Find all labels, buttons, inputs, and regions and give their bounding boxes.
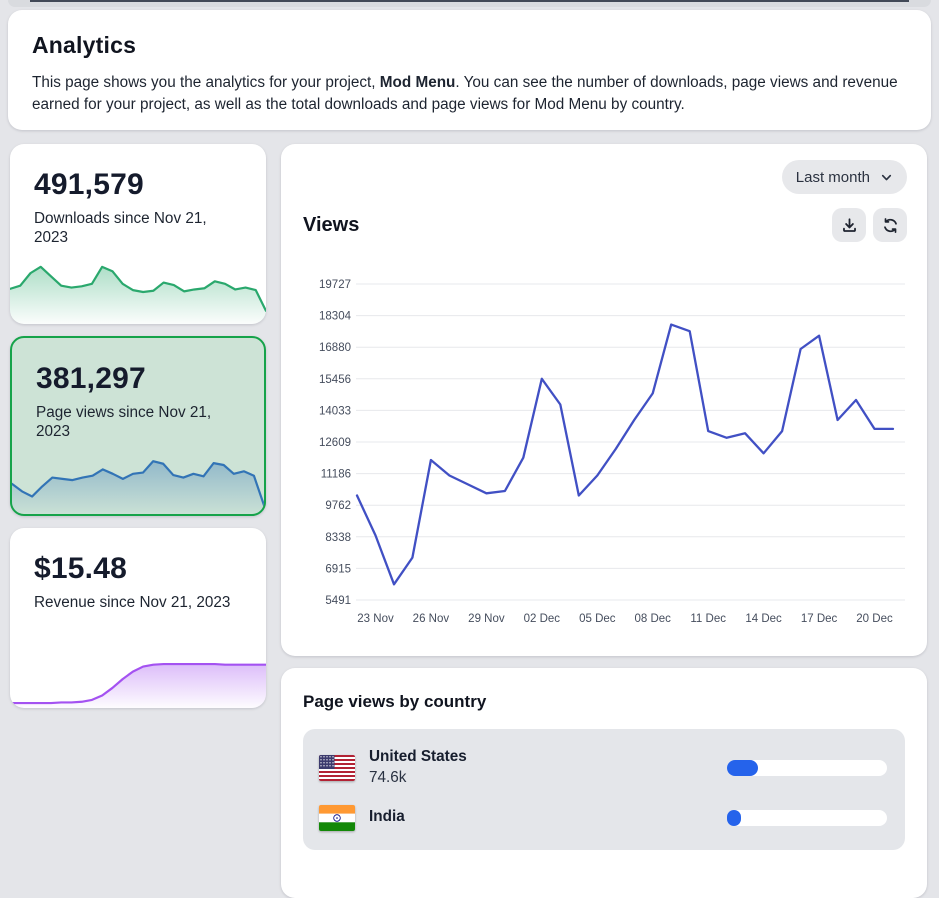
download-icon [842, 217, 856, 232]
svg-text:11186: 11186 [321, 469, 351, 481]
page-views-label: Page views since Nov 21, 2023 [36, 404, 212, 441]
download-chart-button[interactable] [832, 208, 866, 242]
refresh-chart-button[interactable] [873, 208, 907, 242]
revenue-value: $15.48 [34, 552, 127, 585]
svg-text:23 Nov: 23 Nov [357, 613, 394, 625]
svg-text:26 Nov: 26 Nov [413, 613, 450, 625]
india-flag-icon [319, 805, 355, 831]
country-name: United States [369, 748, 467, 765]
revenue-stat-card[interactable]: $15.48 Revenue since Nov 21, 2023 [10, 528, 266, 708]
views-line-chart: 5491 6915 8338 9762 11186 12609 14033 15456 1688… [303, 262, 907, 640]
svg-text:11 Dec: 11 Dec [690, 613, 726, 625]
country-views-panel: Page views by country United States 74.6… [281, 668, 927, 898]
downloads-label: Downloads since Nov 21, 2023 [34, 210, 207, 247]
date-range-value: Last month [795, 168, 870, 186]
country-info: India [369, 808, 713, 829]
svg-text:5491: 5491 [325, 595, 351, 607]
svg-text:6915: 6915 [325, 563, 351, 575]
page-views-value: 381,297 [36, 362, 146, 395]
chevron-down-icon [881, 174, 892, 180]
svg-text:17 Dec: 17 Dec [801, 613, 838, 625]
country-views-bar-fill [727, 810, 742, 826]
svg-text:08 Dec: 08 Dec [634, 613, 671, 625]
downloads-stat-card[interactable]: 491,579 Downloads since Nov 21, 2023 [10, 144, 266, 324]
svg-text:02 Dec: 02 Dec [524, 613, 561, 625]
views-chart-panel: Last month Views 5491 6915 8338 9762 11 [281, 144, 927, 656]
svg-text:29 Nov: 29 Nov [468, 613, 505, 625]
svg-text:20 Dec: 20 Dec [856, 613, 893, 625]
svg-text:14033: 14033 [319, 405, 351, 417]
svg-text:15456: 15456 [319, 374, 351, 386]
page-views-stat-card[interactable]: 381,297 Page views since Nov 21, 2023 [10, 336, 266, 516]
svg-text:05 Dec: 05 Dec [579, 613, 616, 625]
scrolled-card-edge [8, 0, 931, 7]
country-list: United States 74.6k India [303, 729, 905, 850]
page-views-sparkline [12, 440, 264, 514]
revenue-label: Revenue since Nov 21, 2023 [34, 594, 231, 611]
views-title: Views [303, 213, 360, 236]
stat-cards-column: 491,579 Downloads since Nov 21, 2023 381… [10, 144, 266, 720]
svg-text:14 Dec: 14 Dec [745, 613, 782, 625]
scrolled-card-divider [30, 0, 909, 2]
country-panel-title: Page views by country [303, 692, 487, 711]
downloads-sparkline [10, 250, 266, 324]
analytics-page: Analytics This page shows you the analyt… [8, 0, 931, 898]
svg-text:9762: 9762 [325, 500, 351, 512]
revenue-sparkline [10, 634, 266, 708]
country-info: United States 74.6k [369, 748, 713, 787]
project-name: Mod Menu [379, 74, 456, 91]
country-row: India [319, 796, 889, 840]
chart-actions [832, 208, 907, 242]
country-row: United States 74.6k [319, 739, 889, 796]
country-views-bar [727, 810, 887, 826]
page-description: This page shows you the analytics for yo… [32, 74, 898, 113]
svg-text:19727: 19727 [319, 279, 351, 291]
page-title: Analytics [32, 32, 137, 58]
country-views-bar [727, 759, 887, 776]
country-views-bar-fill [727, 759, 759, 776]
downloads-value: 491,579 [34, 168, 144, 201]
svg-text:18304: 18304 [319, 311, 352, 323]
views-panel-header: Views [303, 208, 907, 242]
svg-text:8338: 8338 [325, 532, 351, 544]
date-range-dropdown[interactable]: Last month [781, 160, 907, 194]
country-name: India [369, 807, 405, 825]
svg-text:16880: 16880 [319, 342, 351, 354]
analytics-header-card: Analytics This page shows you the analyt… [8, 10, 931, 130]
us-flag-icon [319, 754, 355, 781]
svg-text:12609: 12609 [319, 437, 351, 449]
country-page-views: 74.6k [369, 769, 407, 786]
refresh-icon [883, 217, 897, 233]
